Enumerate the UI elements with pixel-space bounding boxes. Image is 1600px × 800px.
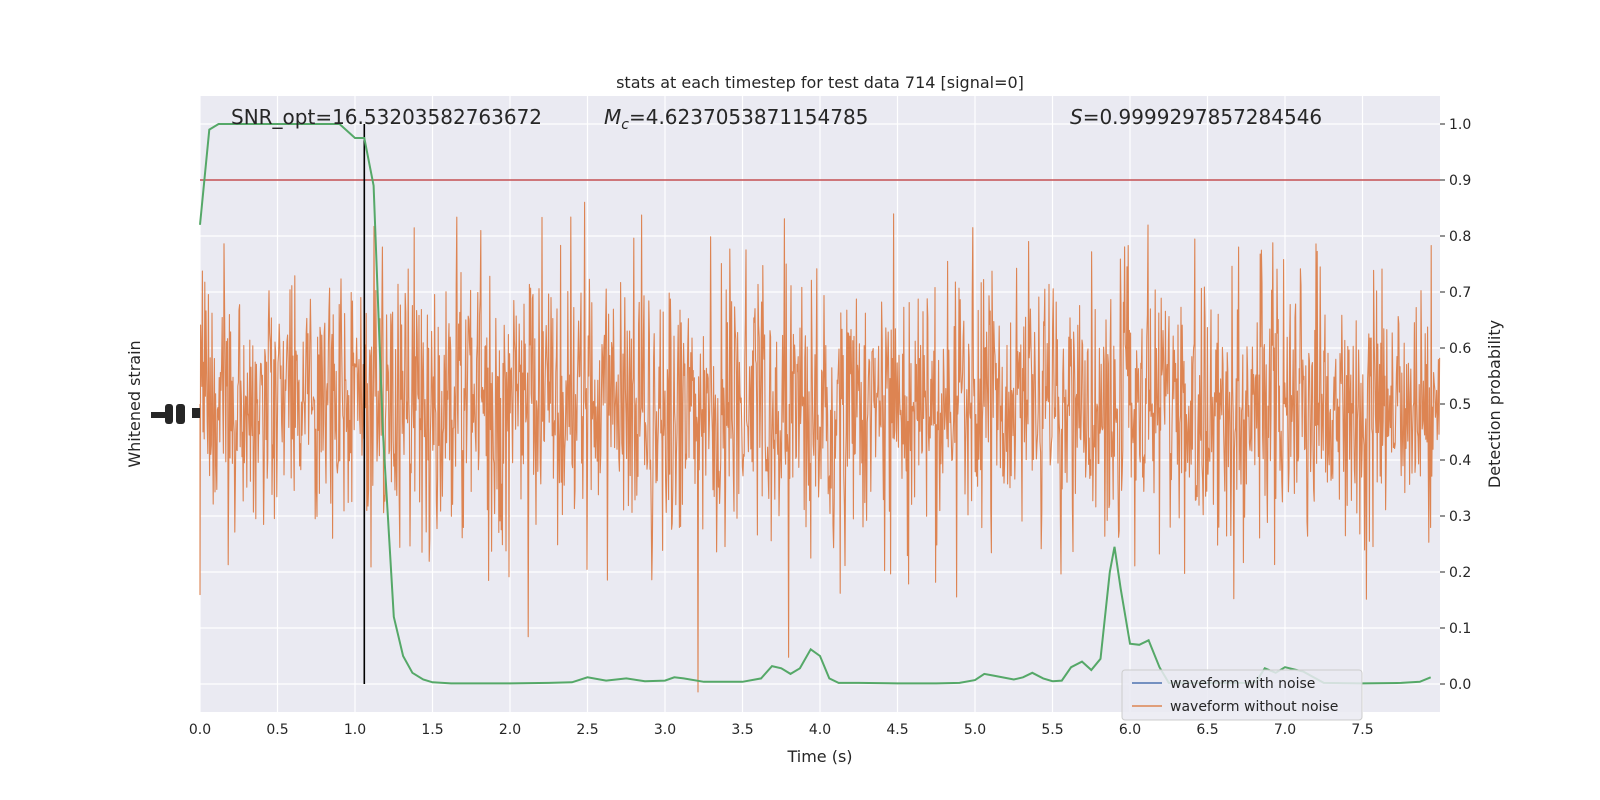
left-tick-mark (151, 412, 165, 418)
x-tick-label: 4.0 (809, 722, 831, 738)
x-tick-label: 1.5 (421, 722, 443, 738)
x-tick-label: 2.0 (499, 722, 521, 738)
s-annotation: S=0.9999297857284546 (1070, 105, 1322, 129)
chirp-mass-value: =4.6237053871154785 (629, 105, 868, 129)
left-axis-collapsed-ticks (151, 404, 200, 424)
y-tick-label: 0.4 (1449, 453, 1471, 469)
x-tick-label: 6.0 (1119, 722, 1141, 738)
chirp-mass-subscript: c (621, 117, 629, 133)
left-tick-mark (176, 404, 185, 424)
x-tick-label: 5.0 (964, 722, 986, 738)
x-tick-label: 7.5 (1351, 722, 1373, 738)
x-tick-label: 5.5 (1041, 722, 1063, 738)
y-tick-label: 0.0 (1449, 677, 1471, 693)
chart-title: stats at each timestep for test data 714… (616, 73, 1024, 92)
x-tick-label: 2.5 (576, 722, 598, 738)
x-axis-label: Time (s) (786, 747, 852, 766)
y-right-axis-label: Detection probability (1485, 320, 1504, 488)
x-tick-label: 7.0 (1274, 722, 1296, 738)
left-tick-mark (192, 408, 200, 418)
s-value: =0.9999297857284546 (1083, 105, 1322, 129)
y-tick-label: 0.8 (1449, 229, 1471, 245)
legend-box (1121, 669, 1363, 721)
legend-label-clean: waveform without noise (1170, 699, 1338, 715)
snr-annotation: SNR_opt=16.53203582763672 (231, 105, 542, 129)
left-tick-mark (165, 404, 173, 424)
s-symbol: S (1070, 105, 1083, 129)
chirp-mass-symbol: M (604, 105, 621, 129)
x-ticks: 0.0 0.5 1.0 1.5 2.0 2.5 3.0 3.5 4.0 4.5 5.0 5.5 6.0 6… (189, 722, 1374, 738)
x-tick-label: 0.0 (189, 722, 211, 738)
y-tick-label: 1.0 (1449, 117, 1471, 133)
x-tick-label: 1.0 (344, 722, 366, 738)
waveform-without-noise-line (199, 201, 1441, 693)
x-tick-label: 3.0 (654, 722, 676, 738)
y-left-axis-label: Whitened strain (125, 340, 144, 467)
x-tick-label: 4.5 (886, 722, 908, 738)
y-right-ticks: 0.0 0.1 0.2 0.3 0.4 0.5 0.6 0.7 0.8 0.9 1.0 (1440, 117, 1471, 693)
y-tick-label: 0.2 (1449, 565, 1471, 581)
legend-label-noise: waveform with noise (1170, 676, 1315, 692)
legend: waveform with noise waveform without noi… (1121, 669, 1363, 721)
y-tick-label: 0.7 (1449, 285, 1471, 301)
y-tick-label: 0.6 (1449, 341, 1471, 357)
y-tick-label: 0.9 (1449, 173, 1471, 189)
x-tick-label: 3.5 (731, 722, 753, 738)
noise-layer (199, 201, 1441, 693)
y-tick-label: 0.1 (1449, 621, 1471, 637)
y-tick-label: 0.3 (1449, 509, 1471, 525)
x-tick-label: 6.5 (1196, 722, 1218, 738)
x-tick-label: 0.5 (266, 722, 288, 738)
y-tick-label: 0.5 (1449, 397, 1471, 413)
chirp-mass-annotation: Mc=4.6237053871154785 (604, 105, 868, 133)
